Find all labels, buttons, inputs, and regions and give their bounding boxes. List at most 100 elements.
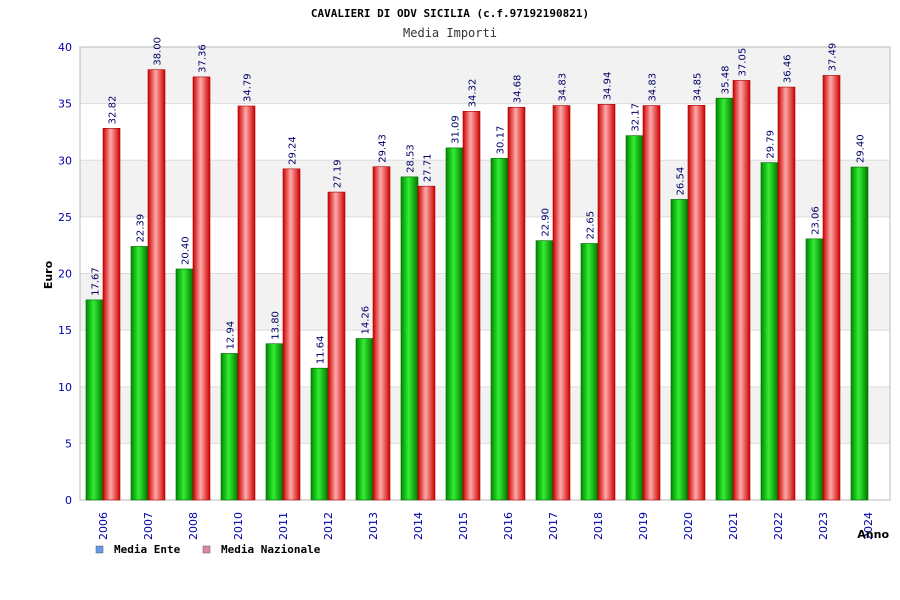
x-tick-label: 2020 (682, 512, 695, 540)
chart-title: CAVALIERI DI ODV SICILIA (c.f.9719219082… (311, 7, 589, 20)
y-tick-label: 20 (58, 268, 72, 281)
x-tick-label: 2008 (187, 512, 200, 540)
plot-band (80, 160, 890, 217)
bar-media-ente (625, 135, 644, 501)
plot-band (80, 216, 890, 274)
data-label: 27.19 (333, 159, 344, 188)
bar-media-ente (580, 243, 599, 501)
data-label: 22.65 (586, 211, 597, 240)
data-label: 14.26 (361, 306, 372, 335)
legend-label-media-ente: Media Ente (114, 543, 181, 556)
y-tick-label: 0 (65, 494, 72, 507)
bar-media-nazionale (462, 111, 481, 501)
bar-media-nazionale (147, 69, 166, 501)
data-label: 36.46 (783, 54, 794, 83)
bar-media-ente (130, 246, 149, 501)
data-label: 26.54 (676, 167, 687, 196)
y-tick-label: 15 (58, 324, 72, 337)
data-label: 34.85 (693, 73, 704, 102)
bar-media-nazionale (102, 128, 121, 501)
x-tick-label: 2018 (592, 512, 605, 540)
plot-band (80, 330, 890, 387)
x-tick-label: 2021 (727, 512, 740, 540)
data-label: 29.40 (856, 134, 867, 163)
bar-media-nazionale (417, 185, 436, 501)
bar-media-nazionale (192, 76, 211, 501)
x-tick-label: 2017 (547, 512, 560, 540)
bar-media-ente (445, 147, 464, 501)
y-axis-label: Euro (42, 260, 55, 289)
legend: Media Ente Media Nazionale (95, 543, 321, 556)
data-label: 37.36 (198, 44, 209, 73)
bar-media-ente (670, 199, 689, 501)
y-tick-label: 40 (58, 41, 72, 54)
data-label: 35.48 (721, 66, 732, 95)
data-label: 29.24 (288, 136, 299, 165)
data-label: 28.53 (406, 144, 417, 173)
data-label: 12.94 (226, 321, 237, 350)
bar-media-nazionale (327, 191, 346, 501)
data-label: 11.64 (316, 336, 327, 365)
data-label: 22.90 (541, 208, 552, 237)
y-tick-label: 30 (58, 154, 72, 167)
bar-media-ente (265, 343, 284, 501)
data-label: 38.00 (153, 37, 164, 66)
data-label: 37.49 (828, 43, 839, 72)
y-tick-label: 5 (65, 437, 72, 450)
x-tick-label: 2013 (367, 512, 380, 540)
data-label: 32.82 (108, 96, 119, 125)
data-label: 29.43 (378, 134, 389, 163)
bar-media-ente (760, 162, 779, 501)
data-label: 30.17 (496, 126, 507, 155)
x-tick-label: 2016 (502, 512, 515, 540)
data-label: 34.79 (243, 73, 254, 102)
y-tick-label: 35 (58, 98, 72, 111)
bar-media-ente (85, 299, 104, 501)
bar-media-nazionale (372, 166, 391, 501)
x-tick-label: 2006 (97, 512, 110, 540)
bar-media-nazionale (687, 105, 706, 501)
bar-media-nazionale (642, 105, 661, 501)
x-axis-label: Anno (857, 528, 889, 541)
data-label: 32.17 (631, 103, 642, 132)
bar-media-ente (850, 166, 869, 501)
bar-media-ente (490, 158, 509, 501)
bar-media-nazionale (597, 104, 616, 501)
bar-media-nazionale (822, 75, 841, 501)
x-tick-label: 2024 (862, 512, 875, 540)
plot-band (80, 47, 890, 104)
bar-media-ente (715, 97, 734, 501)
bars: 17.67 32.82 22.39 38.00 20.40 37.36 12.94 34.79… (85, 37, 869, 501)
data-label: 34.83 (558, 73, 569, 102)
data-label: 37.05 (738, 48, 749, 77)
plot-band (80, 443, 890, 500)
x-tick-label: 2007 (142, 512, 155, 540)
plot-band (80, 103, 890, 161)
data-label: 27.71 (423, 154, 434, 183)
data-label: 34.83 (648, 73, 659, 102)
plot-background (80, 47, 890, 500)
plot-frame (79, 46, 891, 501)
bar-media-ente (535, 240, 554, 501)
bar-media-ente (310, 367, 329, 501)
data-label: 20.40 (181, 236, 192, 265)
y-axis-ticks: 0 5 10 15 20 25 30 35 40 (58, 41, 72, 507)
data-label: 23.06 (811, 206, 822, 235)
x-tick-label: 2010 (232, 512, 245, 540)
data-label: 29.79 (766, 130, 777, 159)
x-tick-label: 2014 (412, 512, 425, 540)
bar-media-ente (220, 353, 239, 501)
legend-swatch-media-nazionale (202, 545, 211, 554)
data-label: 34.32 (468, 79, 479, 108)
data-label: 31.09 (451, 115, 462, 144)
legend-swatch-media-ente (95, 545, 104, 554)
plot-band (80, 273, 890, 331)
bar-media-nazionale (552, 105, 571, 501)
x-tick-label: 2012 (322, 512, 335, 540)
bar-media-ente (355, 338, 374, 501)
x-tick-label: 2015 (457, 512, 470, 540)
data-label: 34.68 (513, 75, 524, 104)
legend-label-media-nazionale: Media Nazionale (221, 543, 321, 556)
y-tick-label: 10 (58, 381, 72, 394)
